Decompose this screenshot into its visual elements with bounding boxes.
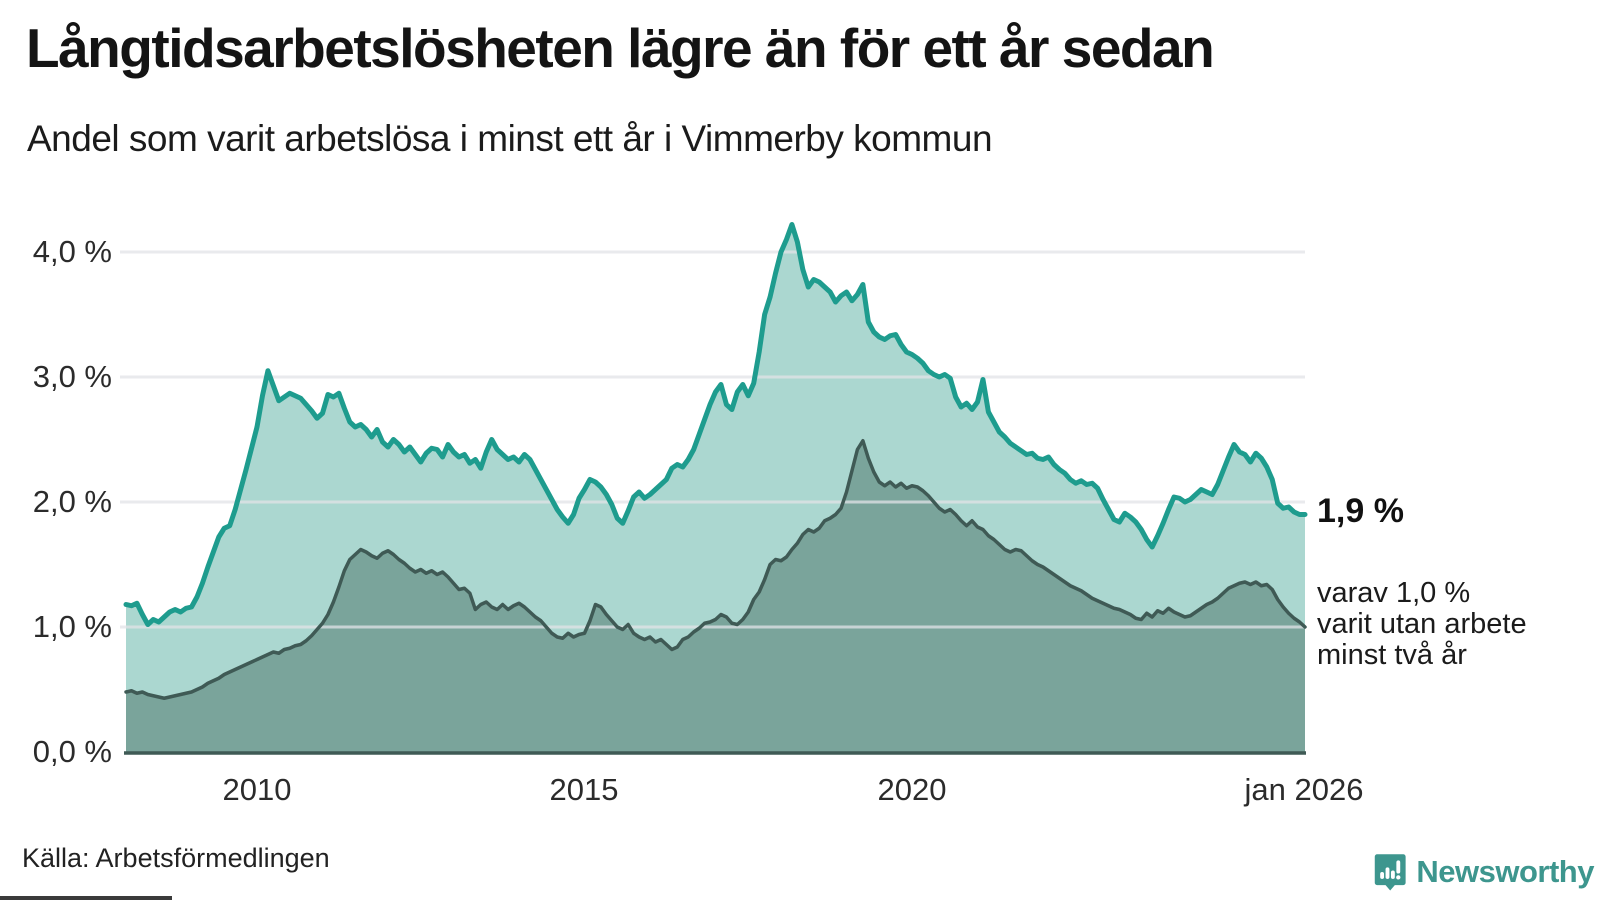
y-tick-label-0: 0,0 % [32, 734, 112, 769]
y-tick-label-2: 2,0 % [32, 484, 112, 519]
y-tick-label-1: 1,0 % [32, 609, 112, 644]
source-credit: Källa: Arbetsförmedlingen [22, 843, 330, 873]
latest-value-label: 1,9 % [1317, 492, 1404, 530]
x-tick-label-2015: 2015 [549, 772, 619, 807]
bottom-edge-line [0, 896, 172, 900]
x-tick-label-jan-2026: jan 2026 [1244, 772, 1364, 807]
y-tick-label-3: 3,0 % [32, 359, 112, 394]
brand-name: Newsworthy [1416, 854, 1594, 889]
y-tick-label-4: 4,0 % [32, 234, 112, 269]
x-tick-label-2010: 2010 [222, 772, 292, 807]
newsworthy-brand: Newsworthy [1374, 846, 1594, 898]
gridlines [120, 250, 1305, 629]
line-min-two-years [124, 439, 1307, 700]
line-min-one-year [123, 222, 1308, 627]
area-fill-min-two-years [126, 440, 1305, 752]
annotation-line: varav 1,0 % [1317, 577, 1471, 609]
annotation-line: varit utan arbete [1317, 608, 1527, 640]
two-year-annotation: varav 1,0 % varit utan arbete minst två … [1317, 578, 1592, 671]
chart-subtitle: Andel som varit arbetslösa i minst ett å… [27, 118, 993, 159]
x-tick-label-2020: 2020 [877, 772, 947, 807]
annotation-line: minst två år [1317, 639, 1467, 671]
page-title: Långtidsarbetslösheten lägre än för ett … [26, 17, 1215, 79]
newsworthy-logo-icon [1374, 854, 1406, 891]
